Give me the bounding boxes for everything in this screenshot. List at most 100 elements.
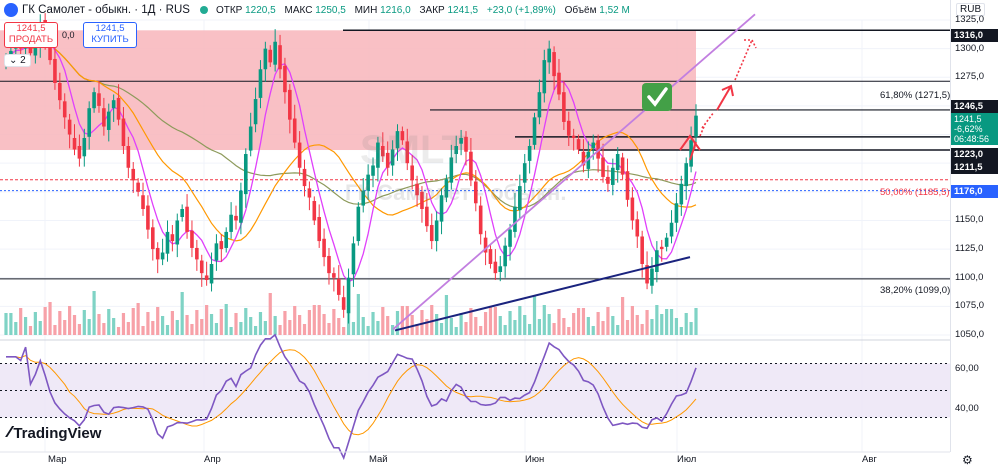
check-badge bbox=[642, 83, 672, 111]
volume-bar bbox=[121, 313, 126, 335]
candle bbox=[630, 197, 635, 221]
candle bbox=[684, 163, 689, 187]
market-status-icon bbox=[199, 6, 208, 14]
price-axis-label: 1125,0 bbox=[955, 243, 984, 255]
candle bbox=[136, 182, 140, 192]
candle bbox=[469, 151, 473, 181]
candle bbox=[542, 60, 547, 94]
volume-bar bbox=[479, 326, 483, 335]
candle bbox=[292, 118, 297, 143]
volume-bar bbox=[611, 316, 615, 335]
check-icon bbox=[647, 87, 668, 107]
candle bbox=[175, 220, 180, 245]
buy-price: 1241,5 bbox=[95, 23, 125, 34]
volume-bar bbox=[156, 307, 160, 335]
volume-bar bbox=[151, 321, 155, 335]
symbol-title[interactable]: ГК Самолет - обыкн. · 1Д · RUS bbox=[22, 4, 190, 16]
supply-zone bbox=[0, 30, 696, 151]
candle bbox=[72, 137, 77, 150]
volume-bar bbox=[415, 324, 419, 335]
candle bbox=[385, 152, 390, 168]
candle bbox=[381, 146, 385, 157]
candle bbox=[77, 146, 82, 159]
volume-bar bbox=[268, 293, 272, 335]
tradingview-watermark[interactable]: ⁄⁄ TradingView bbox=[8, 424, 101, 442]
candle bbox=[253, 99, 258, 125]
volume-bar bbox=[532, 296, 537, 335]
candle bbox=[664, 237, 669, 247]
candle bbox=[67, 119, 72, 135]
candle bbox=[92, 92, 96, 109]
time-label-apr: Апр bbox=[204, 454, 221, 465]
rsi-line bbox=[6, 333, 697, 461]
volume-bar bbox=[195, 310, 199, 335]
symbol-logo-icon[interactable] bbox=[4, 3, 18, 17]
volume-bar bbox=[244, 308, 248, 335]
candle bbox=[327, 255, 331, 274]
candle bbox=[562, 92, 566, 122]
volume-bar bbox=[376, 321, 380, 335]
currency-selector[interactable]: RUB bbox=[956, 3, 986, 16]
volume-bar bbox=[684, 313, 688, 335]
candle bbox=[366, 174, 370, 191]
sell-button[interactable]: 1241,5 ПРОДАТЬ bbox=[4, 22, 58, 48]
volume-bar bbox=[390, 325, 395, 335]
level-tag-1176: 1176,0 bbox=[951, 185, 998, 198]
buy-button[interactable]: 1241,5 КУПИТЬ bbox=[83, 22, 137, 48]
volume-bar bbox=[591, 326, 595, 335]
price-axis-label: 1300,0 bbox=[955, 42, 985, 54]
volume-bar bbox=[640, 324, 644, 335]
volume-bar bbox=[435, 314, 439, 335]
volume-bar bbox=[356, 294, 360, 335]
volume-bar bbox=[528, 324, 532, 335]
volume-bar bbox=[107, 309, 111, 335]
volume-bar bbox=[395, 311, 400, 335]
volume-bar bbox=[219, 309, 223, 335]
volume-bar bbox=[9, 313, 13, 335]
volume-bar bbox=[483, 312, 488, 335]
volume-bar bbox=[679, 327, 683, 335]
candle bbox=[420, 191, 424, 209]
bar-countdown: 06:48:56 bbox=[954, 134, 990, 144]
candle bbox=[518, 186, 522, 211]
candle bbox=[415, 183, 419, 196]
ohlc-values: ОТКР 1220,5 МАКС 1250,5 МИН 1216,0 ЗАКР … bbox=[215, 4, 630, 16]
candle bbox=[160, 252, 165, 260]
tradingview-logo-icon: ⁄⁄ bbox=[8, 424, 12, 441]
price-axis-label: 1050,0 bbox=[955, 329, 985, 340]
volume-bar bbox=[23, 317, 28, 335]
time-label-aug: Авг bbox=[862, 454, 877, 465]
candle bbox=[82, 137, 87, 157]
volume-bar bbox=[508, 311, 512, 335]
candle bbox=[527, 146, 532, 161]
candle bbox=[106, 111, 111, 130]
volume-bar bbox=[249, 317, 253, 335]
candle bbox=[454, 146, 459, 155]
price-axis[interactable] bbox=[950, 0, 1000, 452]
candle bbox=[121, 118, 126, 146]
volume-bar bbox=[346, 313, 351, 335]
candle bbox=[405, 141, 410, 164]
candle bbox=[689, 140, 693, 167]
candle bbox=[283, 65, 287, 93]
gear-icon[interactable]: ⚙ bbox=[962, 453, 973, 467]
volume-bar bbox=[33, 312, 37, 335]
candle bbox=[395, 131, 400, 149]
current-price: 1241,5 bbox=[954, 114, 982, 124]
candle bbox=[102, 108, 106, 127]
candle bbox=[620, 157, 625, 175]
indicators-collapse-button[interactable]: ⌄ 2 bbox=[4, 54, 31, 67]
volume-bar bbox=[165, 325, 170, 335]
volume-bar bbox=[542, 305, 546, 335]
candle bbox=[190, 230, 194, 248]
candle bbox=[473, 181, 478, 204]
volume-bar bbox=[102, 323, 106, 335]
volume-bar bbox=[567, 327, 571, 335]
volume-bar bbox=[351, 322, 356, 335]
candle bbox=[503, 245, 507, 267]
volume-bar bbox=[444, 295, 449, 335]
candle bbox=[126, 146, 131, 168]
volume-bar bbox=[601, 321, 605, 335]
volume-bar bbox=[660, 314, 664, 335]
